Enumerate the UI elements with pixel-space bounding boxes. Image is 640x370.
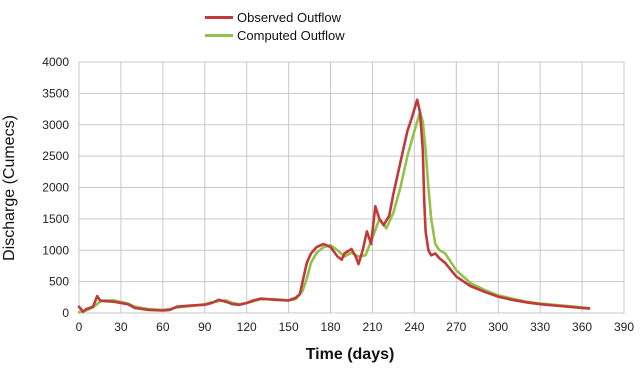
series-observed-outflow	[77, 98, 591, 314]
x-axis-ticks: 0 30 60 90 120 150 180 210 240 270 300 330 360 390	[76, 320, 635, 334]
y-tick-label: 1000	[42, 243, 69, 257]
x-tick-label: 120	[237, 320, 257, 334]
y-tick-label: 2500	[42, 149, 69, 163]
y-tick-label: 1500	[42, 212, 69, 226]
x-tick-label: 30	[114, 320, 128, 334]
legend-label-computed: Computed Outflow	[237, 27, 345, 43]
y-tick-label: 3500	[42, 86, 69, 100]
x-tick-label: 270	[446, 320, 466, 334]
x-tick-label: 90	[198, 320, 212, 334]
legend-item-observed: Observed Outflow	[205, 8, 345, 26]
plot-lines	[77, 98, 591, 314]
y-axis-label: Discharge (Cumecs)	[1, 115, 18, 261]
series-computed-outflow	[77, 110, 591, 314]
x-tick-label: 330	[530, 320, 550, 334]
legend: Observed Outflow Computed Outflow	[205, 8, 345, 44]
legend-swatch-observed	[205, 15, 233, 19]
x-axis-label: Time (days)	[305, 346, 395, 363]
legend-label-observed: Observed Outflow	[237, 9, 342, 25]
x-tick-label: 360	[572, 320, 592, 334]
plot-grid	[78, 61, 625, 314]
legend-swatch-computed	[205, 33, 233, 37]
x-tick-label: 180	[321, 320, 341, 334]
y-axis-ticks: 0 500 1000 1500 2000 2500 3000 3500 4000	[42, 55, 69, 320]
y-tick-label: 3000	[42, 118, 69, 132]
y-tick-label: 0	[62, 306, 69, 320]
x-tick-label: 240	[404, 320, 424, 334]
x-tick-label: 150	[279, 320, 299, 334]
legend-item-computed: Computed Outflow	[205, 26, 345, 44]
y-tick-label: 2000	[42, 181, 69, 195]
x-tick-label: 60	[156, 320, 170, 334]
x-tick-label: 390	[614, 320, 634, 334]
x-tick-label: 210	[362, 320, 382, 334]
x-tick-label: 0	[76, 320, 83, 334]
x-tick-label: 300	[488, 320, 508, 334]
y-tick-label: 500	[49, 275, 69, 289]
y-tick-label: 4000	[42, 55, 69, 69]
